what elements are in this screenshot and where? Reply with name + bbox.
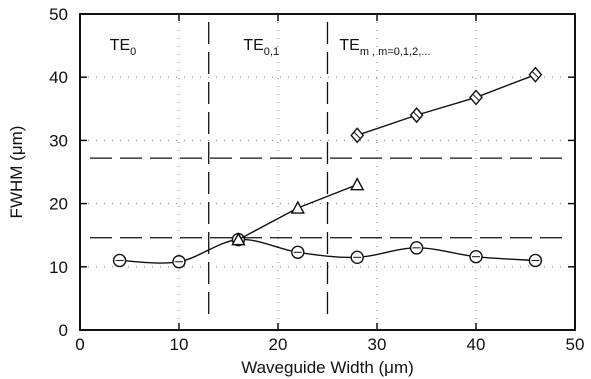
region-label-extra: , m=0,1,2,... xyxy=(369,46,430,58)
axis-ticks xyxy=(79,13,576,331)
region-label-subscript: m xyxy=(360,46,369,58)
region-label: TE0,1 xyxy=(243,37,279,58)
x-tick-label: 20 xyxy=(269,335,288,354)
data-point-triangle xyxy=(231,232,246,246)
region-label: TE0 xyxy=(110,37,137,58)
data-point-diamond-mark xyxy=(532,71,539,79)
plot-frame xyxy=(79,13,576,331)
series-group xyxy=(112,66,543,269)
data-point-diamond-mark xyxy=(472,94,480,101)
region-labels: TE0 TE0,1 TEm , m=0,1,2,... xyxy=(110,37,431,58)
x-tick-label: 0 xyxy=(75,335,84,354)
tick-labels: 0 10 20 30 40 50 0 10 20 30 40 50 xyxy=(49,5,584,354)
y-tick-label: 10 xyxy=(49,258,68,277)
y-tick-label: 30 xyxy=(49,131,68,150)
reference-lines xyxy=(90,22,565,322)
region-label-subscript: 0,1 xyxy=(264,46,279,58)
y-tick-label: 0 xyxy=(59,321,68,340)
y-tick-label: 20 xyxy=(49,195,68,214)
y-tick-label: 50 xyxy=(49,5,68,24)
region-label-subscript: 0 xyxy=(130,46,136,58)
region-label: TEm , m=0,1,2,... xyxy=(339,37,430,58)
x-tick-label: 10 xyxy=(170,335,189,354)
x-tick-label: 50 xyxy=(566,335,585,354)
x-axis-label: Waveguide Width (μm) xyxy=(241,358,414,377)
data-point-triangle xyxy=(290,200,305,214)
series-line-diamond xyxy=(356,74,536,137)
y-tick-label: 40 xyxy=(49,68,68,87)
data-point-diamond-mark xyxy=(413,111,420,119)
y-axis-label: FWHM (μm) xyxy=(7,126,26,219)
x-tick-label: 30 xyxy=(368,335,387,354)
data-point-triangle xyxy=(350,177,365,191)
x-tick-label: 40 xyxy=(467,335,486,354)
data-point-diamond-mark xyxy=(353,131,361,139)
